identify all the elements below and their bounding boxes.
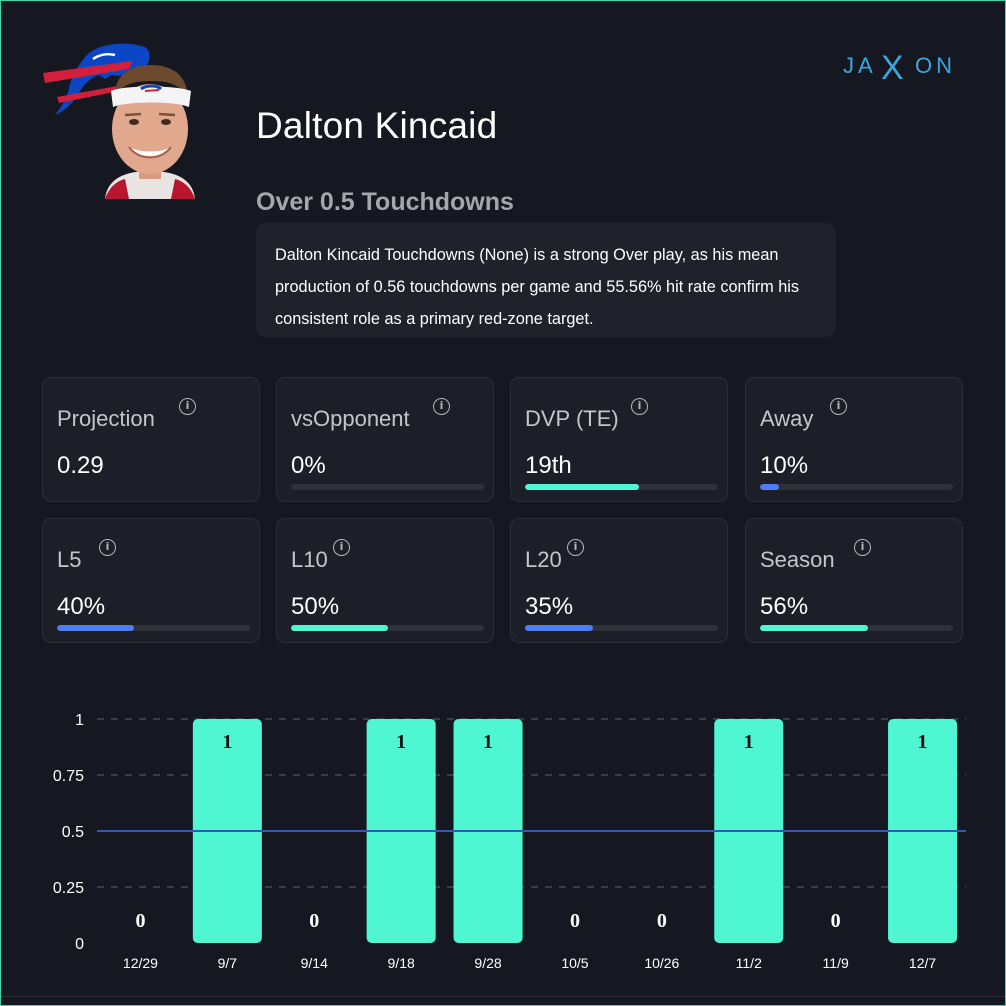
touchdowns-bar-chart: 0 0.25 0.5 0.75 1 0 12/29 1 9/7 0 9/14 1 9/18 1 9/28 0 1… xyxy=(53,712,966,971)
info-icon[interactable]: i xyxy=(854,539,871,556)
stat-card: Away i 10% xyxy=(745,377,963,502)
info-icon[interactable]: i xyxy=(830,398,847,415)
stat-card: L10 i 50% xyxy=(276,518,494,643)
x-tick-label: 12/7 xyxy=(909,955,936,971)
y-tick-label: 0.25 xyxy=(53,880,84,897)
x-tick-label: 9/18 xyxy=(388,955,415,971)
info-icon[interactable]: i xyxy=(631,398,648,415)
info-icon[interactable]: i xyxy=(567,539,584,556)
bottom-divider xyxy=(1,996,1005,997)
y-tick-label: 1 xyxy=(75,712,84,729)
stat-progress-track xyxy=(760,484,953,490)
stat-value: 50% xyxy=(291,593,340,620)
x-tick-label: 10/5 xyxy=(561,955,588,971)
x-tick-label: 12/29 xyxy=(123,955,158,971)
x-tick-label: 9/28 xyxy=(474,955,501,971)
bar-value-label: 0 xyxy=(309,910,319,932)
x-tick-label: 11/2 xyxy=(736,955,762,971)
stat-label: vsOpponent xyxy=(291,406,410,431)
bar-value-label: 1 xyxy=(483,731,493,753)
stat-value: 35% xyxy=(525,593,574,620)
stat-progress-track xyxy=(525,625,718,631)
bar-value-label: 1 xyxy=(744,731,754,753)
stat-value: 40% xyxy=(57,593,106,620)
stat-label: Season xyxy=(760,547,835,572)
bar-value-label: 0 xyxy=(135,910,145,932)
stat-progress-fill xyxy=(291,625,388,631)
stat-card: Season i 56% xyxy=(745,518,963,643)
bar-value-label: 1 xyxy=(222,731,232,753)
stat-card: Projection i 0.29 xyxy=(42,377,260,502)
brand-text-left: JA xyxy=(843,53,877,78)
stat-card: vsOpponent i 0% xyxy=(276,377,494,502)
stat-progress-track xyxy=(525,484,718,490)
y-tick-label: 0 xyxy=(75,936,84,953)
info-icon[interactable]: i xyxy=(333,539,350,556)
bills-logo-icon xyxy=(43,43,150,115)
stat-label: L10 xyxy=(291,547,328,572)
bar-value-label: 0 xyxy=(570,910,580,932)
y-tick-label: 0.5 xyxy=(62,824,84,841)
jaxon-logo: JA X ON xyxy=(843,49,956,83)
player-name: Dalton Kincaid xyxy=(256,105,498,146)
bar-value-label: 1 xyxy=(918,731,928,753)
x-tick-label: 11/9 xyxy=(823,955,849,971)
stat-progress-fill xyxy=(57,625,135,631)
stat-label: L5 xyxy=(57,547,82,572)
stat-progress-fill xyxy=(760,625,869,631)
info-icon[interactable]: i xyxy=(179,398,196,415)
stat-progress-track xyxy=(291,625,484,631)
info-icon[interactable]: i xyxy=(99,539,116,556)
stat-card: L20 i 35% xyxy=(510,518,728,643)
stat-label: L20 xyxy=(525,547,562,572)
x-tick-label: 10/26 xyxy=(644,955,679,971)
brand-text-right: ON xyxy=(915,53,956,78)
x-tick-label: 9/7 xyxy=(218,955,238,971)
stat-label: Away xyxy=(760,406,814,431)
stat-value: 0% xyxy=(291,452,326,479)
prop-line: Over 0.5 Touchdowns xyxy=(256,188,514,216)
stat-value: 10% xyxy=(760,452,809,479)
info-icon[interactable]: i xyxy=(433,398,450,415)
stat-progress-track xyxy=(291,484,484,490)
stat-progress-track xyxy=(57,625,250,631)
stat-progress-track xyxy=(760,625,953,631)
stat-label: DVP (TE) xyxy=(525,406,619,431)
stat-progress-fill xyxy=(760,484,780,490)
stat-label: Projection xyxy=(57,406,155,431)
stat-progress-fill xyxy=(525,484,639,490)
stat-card: DVP (TE) i 19th xyxy=(510,377,728,502)
stat-progress-fill xyxy=(525,625,593,631)
stat-card: L5 i 40% xyxy=(42,518,260,643)
bar-value-label: 0 xyxy=(831,910,841,932)
x-tick-label: 9/14 xyxy=(301,955,328,971)
stat-value: 56% xyxy=(760,593,809,620)
stat-value: 19th xyxy=(525,452,572,479)
bar-value-label: 0 xyxy=(657,910,667,932)
stat-value: 0.29 xyxy=(57,452,104,479)
player-headshot xyxy=(105,65,195,199)
analysis-text: Dalton Kincaid Touchdowns (None) is a st… xyxy=(256,223,836,337)
brand-text-x: X xyxy=(881,49,904,83)
bar-value-label: 1 xyxy=(396,731,406,753)
y-tick-label: 0.75 xyxy=(53,768,84,785)
